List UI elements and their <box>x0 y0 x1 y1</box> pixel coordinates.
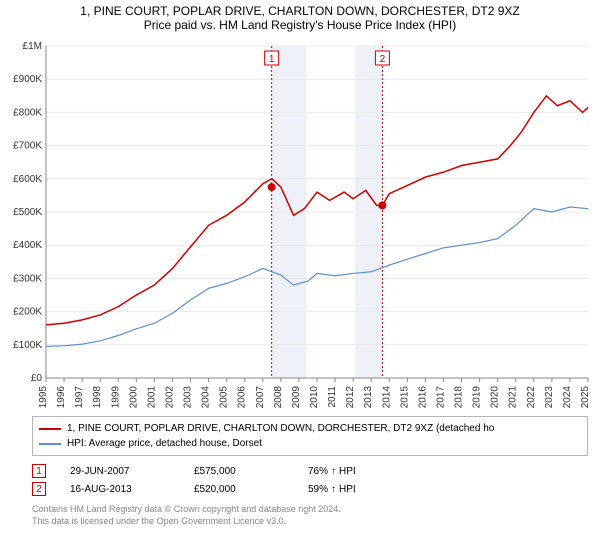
sale-hpi: 59%↑HPI <box>308 484 356 495</box>
svg-text:2021: 2021 <box>508 386 519 409</box>
sale-hpi-pct: 59% <box>308 484 328 495</box>
legend-swatch <box>39 428 61 430</box>
svg-text:£500K: £500K <box>13 207 42 218</box>
sale-date: 16-AUG-2013 <box>70 484 170 495</box>
svg-text:2007: 2007 <box>255 386 266 409</box>
sale-date: 29-JUN-2007 <box>70 466 170 477</box>
svg-text:2019: 2019 <box>472 386 483 409</box>
svg-text:2020: 2020 <box>490 386 501 409</box>
svg-text:2009: 2009 <box>291 386 302 409</box>
svg-text:2017: 2017 <box>435 386 446 409</box>
svg-text:£800K: £800K <box>13 107 42 118</box>
svg-text:£900K: £900K <box>13 74 42 85</box>
svg-text:1995: 1995 <box>38 386 49 409</box>
sale-hpi-suffix: HPI <box>339 466 356 477</box>
svg-text:£200K: £200K <box>13 307 42 318</box>
svg-text:2002: 2002 <box>164 386 175 409</box>
sale-price: £575,000 <box>194 466 284 477</box>
sale-hpi: 76%↑HPI <box>308 466 356 477</box>
svg-text:2005: 2005 <box>219 386 230 409</box>
legend-label: HPI: Average price, detached house, Dors… <box>67 438 262 449</box>
svg-text:2001: 2001 <box>146 386 157 409</box>
svg-text:2025: 2025 <box>580 386 591 409</box>
chart-container: £0 £100K £200K £300K £400K £500K £600K £700K £80… <box>6 38 596 410</box>
legend-label: 1, PINE COURT, POPLAR DRIVE, CHARLTON DO… <box>67 423 494 434</box>
svg-text:2011: 2011 <box>327 386 338 408</box>
legend-swatch <box>39 443 61 445</box>
line-chart: £0 £100K £200K £300K £400K £500K £600K £700K £80… <box>6 38 596 410</box>
svg-text:2015: 2015 <box>399 386 410 409</box>
svg-text:2006: 2006 <box>237 386 248 409</box>
svg-text:2008: 2008 <box>273 386 284 409</box>
up-arrow-icon: ↑ <box>331 484 336 495</box>
svg-text:2003: 2003 <box>183 386 194 409</box>
svg-text:1: 1 <box>269 54 275 65</box>
sale-hpi-pct: 76% <box>308 466 328 477</box>
legend-item: 1, PINE COURT, POPLAR DRIVE, CHARLTON DO… <box>39 421 581 436</box>
svg-text:£300K: £300K <box>13 273 42 284</box>
sale-marker: 2 <box>32 482 46 496</box>
sale-marker: 1 <box>32 464 46 478</box>
sale-price: £520,000 <box>194 484 284 495</box>
footer-line1: Contains HM Land Registry data © Crown c… <box>32 504 588 516</box>
svg-text:2013: 2013 <box>363 386 374 409</box>
svg-text:2010: 2010 <box>309 386 320 409</box>
legend: 1, PINE COURT, POPLAR DRIVE, CHARLTON DO… <box>32 416 588 456</box>
svg-text:£700K: £700K <box>13 141 42 152</box>
footer-line2: This data is licensed under the Open Gov… <box>32 516 588 528</box>
svg-text:£600K: £600K <box>13 174 42 185</box>
svg-text:2012: 2012 <box>345 386 356 409</box>
title-line2: Price paid vs. HM Land Registry's House … <box>8 18 592 32</box>
svg-text:£100K: £100K <box>13 340 42 351</box>
legend-item: HPI: Average price, detached house, Dors… <box>39 436 581 451</box>
sale-row: 1 29-JUN-2007 £575,000 76%↑HPI <box>32 462 588 480</box>
svg-text:2: 2 <box>380 54 386 65</box>
sale-row: 2 16-AUG-2013 £520,000 59%↑HPI <box>32 480 588 498</box>
svg-text:2000: 2000 <box>128 386 139 409</box>
svg-text:£400K: £400K <box>13 240 42 251</box>
svg-text:£0: £0 <box>31 373 43 384</box>
svg-text:£1M: £1M <box>23 41 42 52</box>
sale-hpi-suffix: HPI <box>339 484 356 495</box>
chart-title-block: 1, PINE COURT, POPLAR DRIVE, CHARLTON DO… <box>0 0 600 34</box>
svg-text:2004: 2004 <box>201 386 212 409</box>
svg-text:2022: 2022 <box>526 386 537 409</box>
svg-text:2023: 2023 <box>544 386 555 409</box>
svg-text:1999: 1999 <box>110 386 121 409</box>
title-line1: 1, PINE COURT, POPLAR DRIVE, CHARLTON DO… <box>8 4 592 18</box>
up-arrow-icon: ↑ <box>331 466 336 477</box>
svg-text:1996: 1996 <box>56 386 67 409</box>
attribution-footer: Contains HM Land Registry data © Crown c… <box>32 504 588 527</box>
svg-text:2014: 2014 <box>381 386 392 409</box>
svg-text:2016: 2016 <box>417 386 428 409</box>
sale-events-table: 1 29-JUN-2007 £575,000 76%↑HPI 2 16-AUG-2013 £… <box>32 462 588 498</box>
svg-text:2024: 2024 <box>562 386 573 409</box>
svg-text:1997: 1997 <box>74 386 85 409</box>
svg-text:2018: 2018 <box>454 386 465 409</box>
svg-text:1998: 1998 <box>92 386 103 409</box>
